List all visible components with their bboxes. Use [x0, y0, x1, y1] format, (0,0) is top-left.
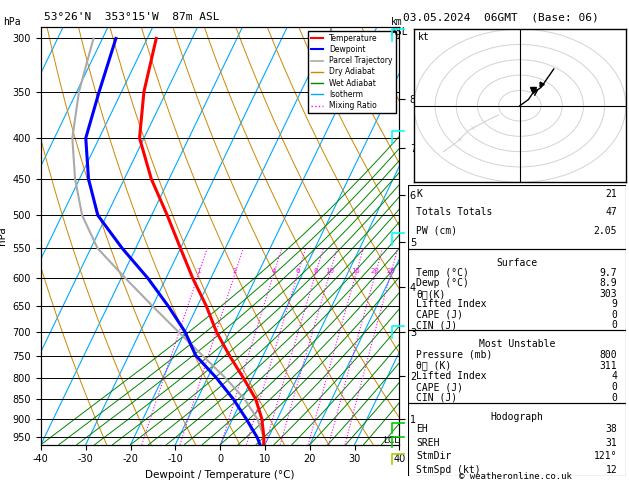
- Text: ×: ×: [456, 138, 462, 143]
- Text: 800: 800: [599, 350, 617, 360]
- Bar: [408, 185, 626, 249]
- Text: LCL: LCL: [383, 435, 399, 445]
- Bar: [408, 249, 626, 330]
- Text: EH: EH: [416, 424, 428, 434]
- Text: 53°26'N  353°15'W  87m ASL: 53°26'N 353°15'W 87m ASL: [44, 12, 220, 22]
- Text: 25: 25: [386, 268, 395, 274]
- X-axis label: Dewpoint / Temperature (°C): Dewpoint / Temperature (°C): [145, 470, 295, 480]
- Text: CAPE (J): CAPE (J): [416, 382, 464, 392]
- Text: hPa: hPa: [3, 17, 21, 27]
- Text: 0: 0: [611, 310, 617, 320]
- Text: 47: 47: [605, 207, 617, 217]
- Text: 4: 4: [272, 268, 276, 274]
- Text: 9.7: 9.7: [599, 268, 617, 278]
- Text: θᴇ (K): θᴇ (K): [416, 361, 452, 371]
- Bar: [408, 403, 626, 476]
- Text: 9: 9: [611, 299, 617, 310]
- Text: CAPE (J): CAPE (J): [416, 310, 464, 320]
- Text: 38: 38: [605, 424, 617, 434]
- Text: 303: 303: [599, 289, 617, 299]
- Text: 0: 0: [611, 382, 617, 392]
- Text: 4: 4: [611, 371, 617, 382]
- Text: θᴇ(K): θᴇ(K): [416, 289, 446, 299]
- Text: PW (cm): PW (cm): [416, 226, 457, 236]
- Text: 10: 10: [325, 268, 334, 274]
- Text: 21: 21: [605, 189, 617, 199]
- Text: Surface: Surface: [496, 258, 537, 268]
- Legend: Temperature, Dewpoint, Parcel Trajectory, Dry Adiabat, Wet Adiabat, Isotherm, Mi: Temperature, Dewpoint, Parcel Trajectory…: [308, 31, 396, 113]
- Text: Dewp (°C): Dewp (°C): [416, 278, 469, 289]
- Text: 2: 2: [233, 268, 237, 274]
- Text: CIN (J): CIN (J): [416, 320, 457, 330]
- Text: K: K: [416, 189, 422, 199]
- Text: 03.05.2024  06GMT  (Base: 06): 03.05.2024 06GMT (Base: 06): [403, 12, 598, 22]
- Text: Lifted Index: Lifted Index: [416, 371, 487, 382]
- Text: CIN (J): CIN (J): [416, 393, 457, 403]
- Text: kt: kt: [418, 32, 430, 42]
- Text: Pressure (mb): Pressure (mb): [416, 350, 493, 360]
- Y-axis label: hPa: hPa: [0, 226, 7, 245]
- Text: ASL: ASL: [391, 27, 409, 37]
- Text: 1: 1: [196, 268, 201, 274]
- Text: © weatheronline.co.uk: © weatheronline.co.uk: [459, 472, 572, 481]
- Text: 12: 12: [605, 465, 617, 474]
- Text: 2.05: 2.05: [594, 226, 617, 236]
- Text: 8: 8: [313, 268, 318, 274]
- Text: 31: 31: [605, 437, 617, 448]
- Text: 311: 311: [599, 361, 617, 371]
- Text: SREH: SREH: [416, 437, 440, 448]
- Text: Lifted Index: Lifted Index: [416, 299, 487, 310]
- Text: Temp (°C): Temp (°C): [416, 268, 469, 278]
- Text: ×: ×: [469, 125, 475, 131]
- Text: 121°: 121°: [594, 451, 617, 461]
- Text: 20: 20: [371, 268, 380, 274]
- Text: 0: 0: [611, 320, 617, 330]
- Bar: [408, 330, 626, 403]
- Text: StmSpd (kt): StmSpd (kt): [416, 465, 481, 474]
- Text: 15: 15: [352, 268, 360, 274]
- Text: Most Unstable: Most Unstable: [479, 339, 555, 349]
- Text: km: km: [391, 17, 403, 27]
- Text: StmDir: StmDir: [416, 451, 452, 461]
- Text: 8.9: 8.9: [599, 278, 617, 289]
- Text: Hodograph: Hodograph: [490, 412, 543, 422]
- Text: 0: 0: [611, 393, 617, 403]
- Text: Totals Totals: Totals Totals: [416, 207, 493, 217]
- Text: 6: 6: [296, 268, 300, 274]
